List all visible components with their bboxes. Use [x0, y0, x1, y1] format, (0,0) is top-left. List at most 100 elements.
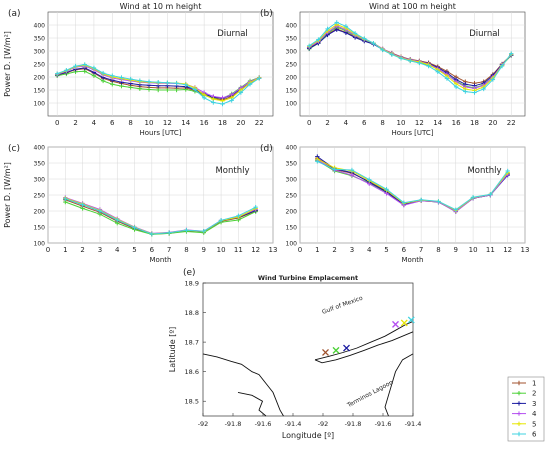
x-tick-label: 6 — [402, 246, 407, 254]
y-tick-label: 200 — [34, 75, 46, 82]
y-tick-label: 150 — [34, 88, 46, 95]
x-tick-label: 9 — [202, 246, 206, 254]
y-tick-label: 18.8 — [185, 309, 199, 317]
panel-title: Wind at 10 m height — [120, 2, 202, 11]
x-tick-label: 10 — [145, 119, 154, 127]
x-tick-label: 10 — [469, 246, 478, 254]
series-line-6 — [65, 198, 256, 235]
x-tick-label: 0 — [46, 246, 50, 254]
y-tick-label: 18.9 — [185, 280, 199, 288]
y-tick-label: 100 — [34, 101, 46, 108]
legend: 1 2 3 4 5 6 — [507, 376, 545, 442]
x-tick-label: 0 — [307, 119, 311, 127]
x-tick-label: 7 — [167, 246, 171, 254]
x-tick-label: 12 — [163, 119, 172, 127]
x-tick-label: 18 — [470, 119, 479, 127]
y-tick-label: 350 — [34, 36, 46, 43]
x-tick-label: 6 — [150, 246, 155, 254]
x-tick-label: 22 — [507, 119, 516, 127]
x-tick-label: -91.8 — [225, 420, 242, 428]
x-tick-label: 13 — [521, 246, 530, 254]
x-tick-label: 11 — [486, 246, 495, 254]
panel-label: (e) — [183, 268, 196, 278]
y-tick-label: 100 — [286, 241, 298, 248]
x-tick-label: -92 — [198, 420, 209, 428]
x-tick-label: -91.6 — [375, 420, 392, 428]
x-tick-label: 1 — [315, 246, 319, 254]
x-tick-label: 8 — [436, 246, 440, 254]
legend-box — [507, 376, 545, 442]
turbine-marker-1 — [322, 348, 329, 356]
panel-a: 0 2 4 6 8 10 12 14 16 18 20 22 100 150 200 250 300 350 400… — [3, 2, 274, 137]
x-tick-label: 4 — [344, 119, 349, 127]
y-tick-label: 150 — [286, 225, 298, 232]
y-tick-label: 200 — [34, 209, 46, 216]
coastline-carmen-south — [314, 331, 414, 364]
y-axis-label: Latitude [º] — [168, 327, 177, 372]
panel-label: (b) — [260, 9, 273, 19]
x-tick-label: -91.8 — [345, 420, 362, 428]
x-tick-label: 1 — [63, 246, 67, 254]
x-tick-label: 7 — [419, 246, 423, 254]
legend-label: 6 — [532, 431, 537, 439]
panel-subtitle: Monthly — [467, 166, 501, 176]
turbine-marker-4 — [392, 320, 399, 328]
y-tick-label: 100 — [34, 241, 46, 248]
x-tick-label: 16 — [452, 119, 461, 127]
y-axis-label: Power D. [W/m²] — [3, 31, 12, 97]
x-tick-label: 22 — [255, 119, 264, 127]
x-tick-label: 4 — [367, 246, 372, 254]
y-tick-label: 300 — [286, 49, 298, 56]
y-tick-label: 200 — [286, 75, 298, 82]
x-axis-label: Month — [402, 256, 424, 264]
y-tick-label: 400 — [34, 23, 46, 30]
y-tick-label: 200 — [286, 209, 298, 216]
x-tick-label: 11 — [234, 246, 243, 254]
x-tick-label: 10 — [397, 119, 406, 127]
x-tick-label: 4 — [115, 246, 120, 254]
x-tick-label: 2 — [325, 119, 329, 127]
panel-subtitle: Diurnal — [469, 29, 500, 39]
y-tick-label: 350 — [286, 161, 298, 168]
x-tick-label: 16 — [200, 119, 209, 127]
y-tick-label: 18.7 — [185, 339, 199, 347]
panel-b: 0 2 4 6 8 10 12 14 16 18 20 22 100 150 200 250 300 350 400… — [260, 2, 526, 137]
panel-label: (a) — [8, 9, 21, 19]
y-tick-label: 350 — [286, 36, 298, 43]
series-line-4 — [317, 159, 509, 213]
x-tick-label: 3 — [350, 246, 354, 254]
coastline-lagoon-east — [384, 353, 414, 417]
y-tick-label: 350 — [34, 161, 46, 168]
y-tick-label: 150 — [286, 88, 298, 95]
y-tick-label: 400 — [286, 23, 298, 30]
turbine-marker-5 — [400, 319, 408, 327]
x-tick-label: 12 — [503, 246, 512, 254]
x-tick-label: 6 — [362, 119, 367, 127]
x-tick-label: 9 — [454, 246, 458, 254]
x-tick-label: -92 — [318, 420, 329, 428]
panel-subtitle: Monthly — [215, 166, 249, 176]
y-tick-label: 18.5 — [185, 398, 199, 406]
panel-subtitle: Diurnal — [217, 29, 248, 39]
turbine-marker-6 — [407, 316, 415, 324]
x-tick-label: 12 — [251, 246, 260, 254]
x-tick-label: 14 — [433, 119, 442, 127]
x-tick-label: 8 — [184, 246, 188, 254]
y-tick-label: 150 — [34, 225, 46, 232]
x-tick-label: 2 — [73, 119, 77, 127]
legend-label: 3 — [532, 400, 536, 408]
turbine-marker-2 — [332, 346, 340, 354]
x-tick-label: 12 — [415, 119, 424, 127]
x-tick-label: -91.4 — [405, 420, 422, 428]
x-tick-label: 8 — [380, 119, 384, 127]
x-tick-label: 14 — [181, 119, 190, 127]
y-tick-label: 300 — [34, 49, 46, 56]
x-tick-label: 5 — [132, 246, 136, 254]
y-tick-label: 250 — [34, 62, 46, 69]
panel-d: 0 1 2 3 4 5 6 7 8 9 10 11 12 13100150200250300350400(… — [260, 144, 529, 264]
x-tick-label: -91.4 — [285, 420, 302, 428]
x-tick-label: 5 — [384, 246, 388, 254]
y-tick-label: 250 — [286, 193, 298, 200]
coastline-carmen-north — [314, 320, 414, 361]
